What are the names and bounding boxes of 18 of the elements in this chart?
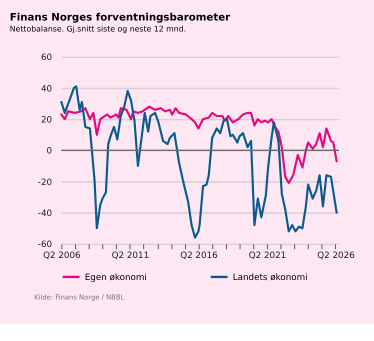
y-tick-label: 60 [40,53,52,64]
y-tick-label: 0 [46,146,52,157]
chart-subtitle: Nettobalanse. Gj.snitt siste og neste 12 mnd. [10,24,186,34]
chart-title: Finans Norges forventningsbarometer [10,12,232,24]
line-series [60,106,338,184]
y-tick-label: -60 [38,240,52,250]
y-tick-label: -40 [38,209,52,220]
x-tick-label: Q2 2016 [180,250,218,261]
legend-label: Landets økonomi [232,272,308,283]
x-tick-label: Q2 2011 [112,250,150,261]
x-tick-label: Q2 2026 [317,250,356,261]
y-tick-label: 20 [40,116,52,126]
legend-label: Egen økonomi [84,272,147,283]
y-tick-label: -20 [38,178,52,188]
line-series [60,85,338,239]
x-tick-label: Q2 2006 [43,250,82,261]
x-tick-label: Q2 2021 [248,250,286,261]
y-tick-label: 40 [40,84,52,94]
